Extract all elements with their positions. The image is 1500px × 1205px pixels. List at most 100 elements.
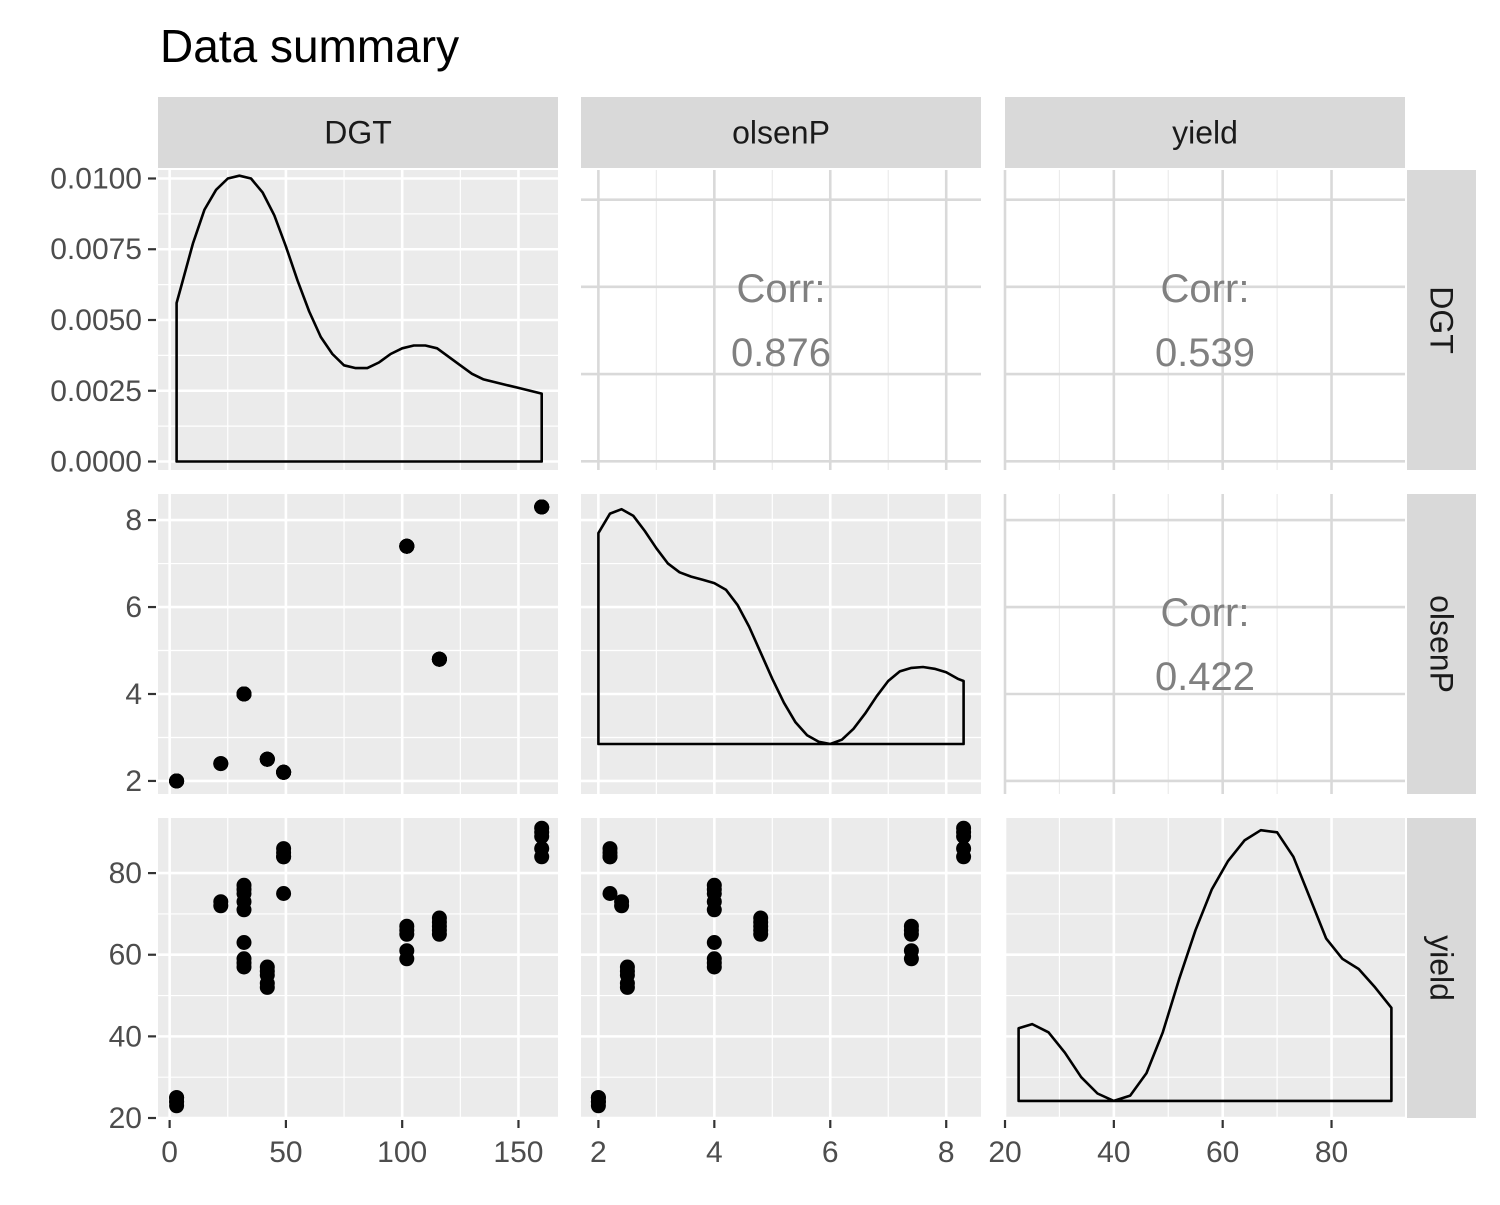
density-panel-yield xyxy=(1003,818,1405,1120)
row-strip-olsenP xyxy=(1407,494,1476,794)
row-strip-label: DGT xyxy=(1424,286,1460,354)
column-strip-label: DGT xyxy=(324,115,392,151)
scatter-panel-yield-vs-DGT xyxy=(158,818,558,1120)
scatter-point xyxy=(236,686,252,702)
corr-panel-DGT-olsenP xyxy=(581,170,981,470)
scatter-point xyxy=(399,538,415,554)
scatter-point xyxy=(276,849,292,865)
scatter-point xyxy=(259,975,275,991)
scatter-point xyxy=(259,963,275,979)
y-tick-label: 0.0000 xyxy=(50,446,142,479)
x-tick-label: 150 xyxy=(493,1136,543,1169)
scatter-point xyxy=(903,943,919,959)
x-tick-label: 6 xyxy=(822,1136,839,1169)
x-tick-label: 2 xyxy=(590,1136,607,1169)
scatter-point xyxy=(706,951,722,967)
x-tick-label: 40 xyxy=(1097,1136,1130,1169)
scatter-point xyxy=(619,975,635,991)
density-panel-olsenP-background xyxy=(581,494,981,794)
corr-label: Corr: xyxy=(737,267,826,311)
y-tick-label: 40 xyxy=(109,1020,142,1053)
scatter-point xyxy=(534,820,550,836)
scatter-point xyxy=(276,764,292,780)
scatter-point xyxy=(236,935,252,950)
x-tick-label: 60 xyxy=(1206,1136,1239,1169)
density-curve-yield xyxy=(1017,828,1393,1103)
scatter-point xyxy=(259,751,275,767)
row-strip-label: olsenP xyxy=(1424,595,1460,693)
scatter-panel-olsenP-vs-DGT xyxy=(158,494,558,794)
corr-panel-DGT-yield xyxy=(1003,170,1405,470)
y-tick-label: 4 xyxy=(125,678,142,711)
chart-title: Data summary xyxy=(160,20,459,72)
scatter-panel-yield-vs-DGT-background xyxy=(158,818,558,1118)
x-tick-label: 20 xyxy=(988,1136,1021,1169)
scatter-point xyxy=(236,951,252,967)
scatter-point xyxy=(534,499,550,515)
y-tick-label: 8 xyxy=(125,504,142,537)
scatter-point xyxy=(753,922,769,938)
scatter-point xyxy=(236,881,252,897)
scatter-point xyxy=(399,922,415,938)
x-tick-label: 50 xyxy=(269,1136,302,1169)
y-tick-label: 0.0100 xyxy=(50,162,142,195)
scatter-point xyxy=(614,894,630,910)
y-tick-label: 6 xyxy=(125,591,142,624)
corr-value: 0.422 xyxy=(1155,655,1255,699)
scatter-point xyxy=(169,1090,185,1106)
x-tick-label: 8 xyxy=(938,1136,955,1169)
y-tick-label: 0.0075 xyxy=(50,233,142,266)
scatter-point xyxy=(431,922,447,938)
scatter-point xyxy=(956,820,972,836)
scatter-point xyxy=(602,849,618,865)
x-tick-label: 100 xyxy=(377,1136,427,1169)
scatter-point xyxy=(431,910,447,926)
density-curve-DGT xyxy=(175,174,543,463)
row-strip-yield xyxy=(1407,818,1476,1118)
scatter-point xyxy=(619,963,635,979)
x-tick-label: 4 xyxy=(706,1136,723,1169)
density-panel-yield-background xyxy=(1005,818,1405,1118)
scatter-panel-yield-vs-olsenP-background xyxy=(581,818,981,1118)
scatter-point xyxy=(431,651,447,667)
y-tick-label: 60 xyxy=(109,939,142,972)
y-tick-label: 80 xyxy=(109,857,142,890)
scatter-point xyxy=(602,886,618,901)
column-strip-olsenP xyxy=(581,97,981,168)
row-strip-DGT xyxy=(1407,170,1476,470)
scatter-panel-olsenP-vs-DGT-background xyxy=(158,494,558,794)
y-tick-label: 0.0025 xyxy=(50,375,142,408)
scatter-point xyxy=(534,841,550,857)
scatter-point xyxy=(169,773,185,789)
density-panel-DGT xyxy=(158,170,558,470)
x-tick-label: 0 xyxy=(161,1136,178,1169)
scatter-point xyxy=(213,894,229,910)
x-tick-label: 80 xyxy=(1315,1136,1348,1169)
column-strip-label: yield xyxy=(1172,115,1238,151)
y-tick-label: 2 xyxy=(125,765,142,798)
scatter-panel-yield-vs-olsenP xyxy=(581,818,981,1120)
column-strip-DGT xyxy=(158,97,558,168)
column-strip-label: olsenP xyxy=(732,115,830,151)
scatter-point xyxy=(956,841,972,857)
corr-panel-olsenP-yield xyxy=(1003,494,1405,794)
corr-label: Corr: xyxy=(1161,267,1250,311)
scatter-point xyxy=(213,756,229,772)
density-curve-olsenP xyxy=(597,507,965,746)
scatter-point xyxy=(903,922,919,938)
scatter-point xyxy=(276,886,292,901)
corr-value: 0.876 xyxy=(731,331,831,375)
scatter-point xyxy=(706,881,722,897)
density-panel-olsenP xyxy=(581,494,981,794)
y-tick-label: 0.0050 xyxy=(50,304,142,337)
y-tick-label: 20 xyxy=(109,1102,142,1135)
row-strip-label: yield xyxy=(1424,935,1460,1001)
scatter-point xyxy=(753,910,769,926)
corr-value: 0.539 xyxy=(1155,331,1255,375)
scatter-point xyxy=(706,935,722,950)
corr-label: Corr: xyxy=(1161,591,1250,635)
column-strip-yield xyxy=(1005,97,1405,168)
scatter-point xyxy=(590,1090,606,1106)
